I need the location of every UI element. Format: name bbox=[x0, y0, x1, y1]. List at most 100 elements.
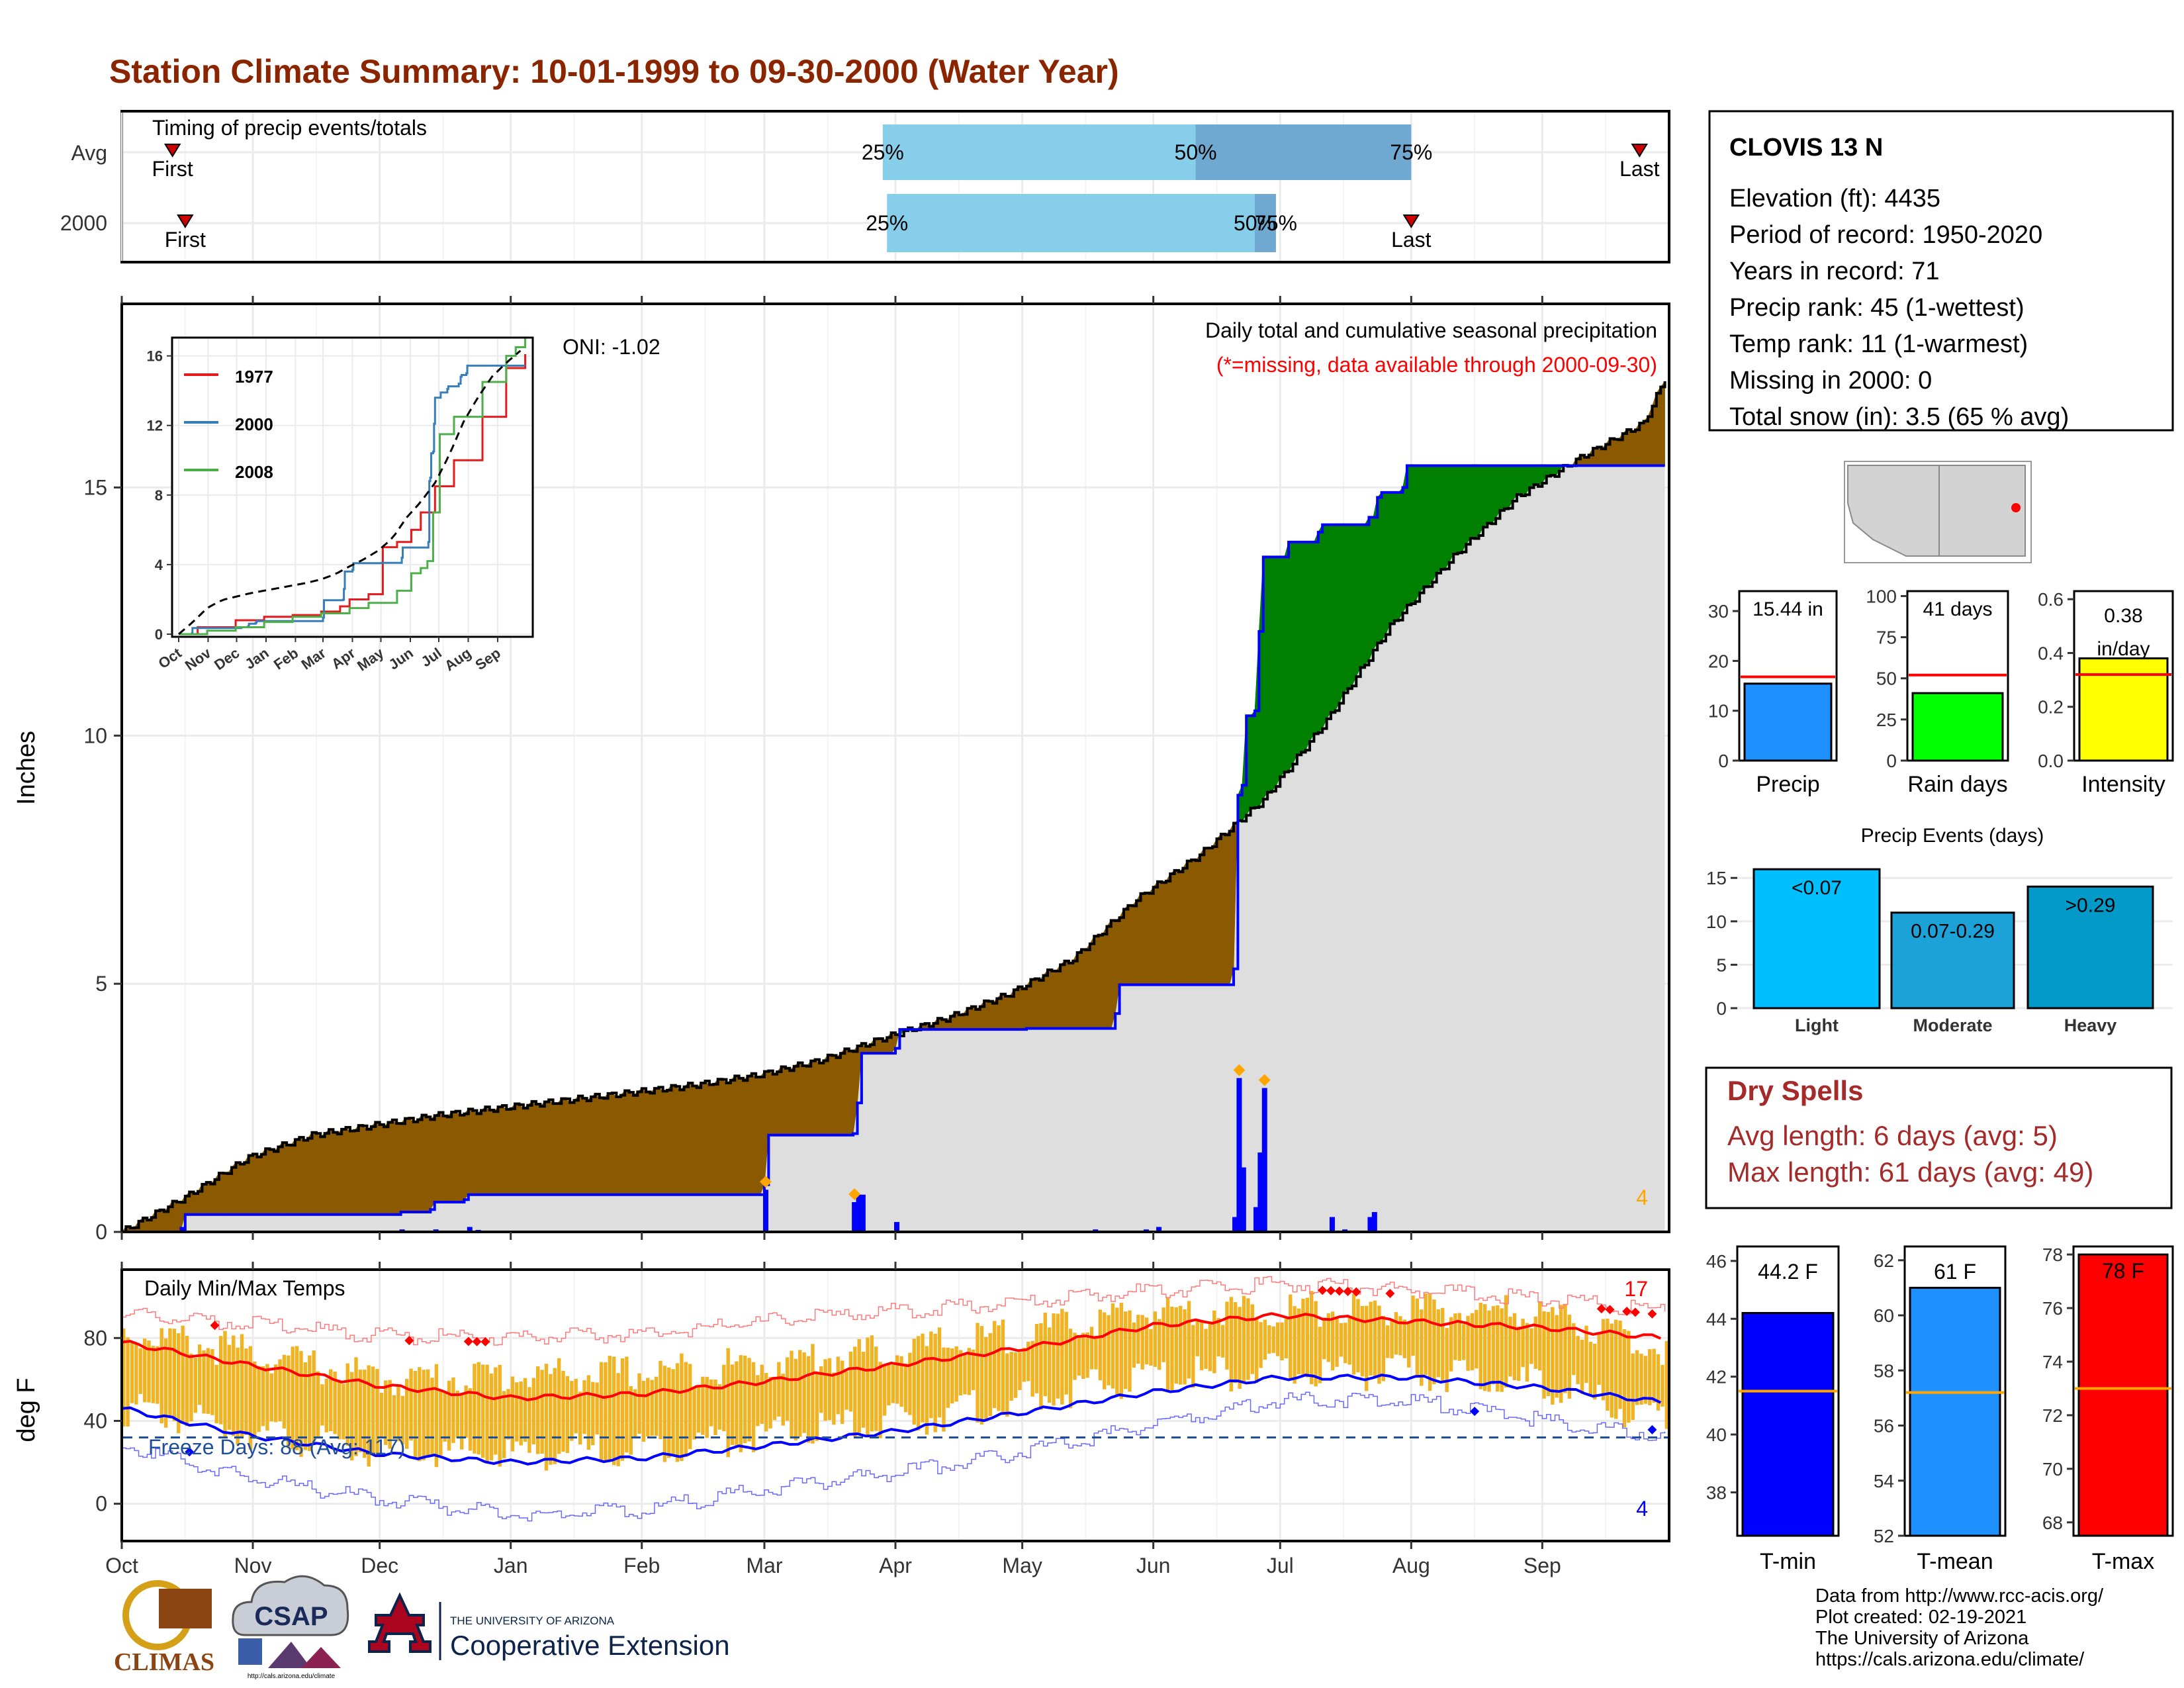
daily-temp-range-bar bbox=[688, 1364, 692, 1450]
daily-temp-range-bar bbox=[1449, 1317, 1453, 1372]
daily-temp-range-bar bbox=[954, 1346, 958, 1402]
timing-last-label: Last bbox=[1391, 228, 1432, 252]
deficit-area bbox=[734, 1075, 739, 1196]
daily-temp-range-bar bbox=[582, 1380, 586, 1434]
daily-temp-range-bar bbox=[1009, 1352, 1013, 1401]
events-bars: <0.07 Light 0.07-0.29 Moderate >0.29 Heavy 0 5 1… bbox=[1706, 861, 2173, 1035]
daily-temp-range-bar bbox=[232, 1335, 236, 1436]
daily-temp-range-bar bbox=[1656, 1354, 1661, 1411]
daily-temp-range-bar bbox=[967, 1348, 971, 1395]
daily-temp-range-bar bbox=[772, 1377, 777, 1421]
temp-summary-value-label: 61 F bbox=[1934, 1260, 1976, 1284]
deficit-area bbox=[608, 1092, 613, 1196]
daily-temp-range-bar bbox=[1335, 1317, 1339, 1367]
deficit-area bbox=[527, 1101, 532, 1196]
surplus-area bbox=[1271, 557, 1277, 792]
daily-temp-range-bar bbox=[324, 1378, 329, 1432]
month-tick-label: Dec bbox=[361, 1554, 398, 1577]
daily-temp-range-bar bbox=[1479, 1302, 1482, 1389]
deficit-area bbox=[367, 1126, 372, 1215]
daily-temp-range-bar bbox=[1360, 1305, 1365, 1377]
deficit-area bbox=[498, 1105, 503, 1196]
daily-temp-range-bar bbox=[536, 1366, 540, 1454]
daily-temp-range-bar bbox=[722, 1364, 726, 1432]
inset-y-tick-label: 8 bbox=[155, 487, 163, 504]
daily-temp-range-bar bbox=[971, 1349, 976, 1391]
precip-y-tick-label: 0 bbox=[95, 1220, 107, 1244]
daily-temp-range-bar bbox=[1420, 1309, 1424, 1386]
daily-temp-range-bar bbox=[730, 1364, 735, 1445]
deficit-area bbox=[523, 1105, 528, 1196]
daily-precip-bar bbox=[1240, 1167, 1246, 1232]
daily-temp-range-bar bbox=[1517, 1326, 1521, 1381]
daily-temp-range-bar bbox=[553, 1368, 557, 1464]
daily-temp-range-bar bbox=[1470, 1313, 1475, 1371]
deficit-area bbox=[679, 1086, 684, 1196]
month-tick-label: May bbox=[1002, 1554, 1042, 1577]
daily-temp-range-bar bbox=[1043, 1313, 1047, 1397]
daily-temp-range-bar bbox=[777, 1362, 781, 1417]
summary-y-tick-label: 10 bbox=[1708, 701, 1729, 722]
daily-precip-bar bbox=[894, 1222, 899, 1232]
daily-temp-range-bar bbox=[1047, 1327, 1052, 1403]
summary-y-tick-label: 0 bbox=[1718, 751, 1729, 771]
daily-temp-range-bar bbox=[937, 1327, 942, 1418]
temp-y-tick-label: 80 bbox=[83, 1326, 107, 1350]
timing-first-label: First bbox=[152, 157, 193, 181]
temp-summary-bar-t-mean bbox=[1909, 1286, 2001, 1537]
daily-temp-range-bar bbox=[1220, 1325, 1225, 1358]
surplus-area bbox=[1339, 524, 1344, 704]
deficit-area bbox=[794, 1062, 799, 1136]
inset-y-tick-label: 12 bbox=[147, 418, 163, 434]
daily-temp-range-bar bbox=[561, 1370, 565, 1452]
deficit-area bbox=[379, 1124, 385, 1215]
surplus-area bbox=[1449, 465, 1454, 563]
daily-temp-range-bar bbox=[1060, 1309, 1064, 1405]
summary-value-label: 41 days bbox=[1923, 598, 1992, 620]
temp-summary-value-label: 44.2 F bbox=[1758, 1260, 1818, 1284]
deficit-area bbox=[1144, 892, 1150, 985]
surplus-area bbox=[1415, 465, 1420, 602]
daily-temp-range-bar bbox=[345, 1363, 349, 1446]
deficit-area bbox=[633, 1091, 638, 1196]
surplus-area bbox=[1482, 465, 1488, 528]
surplus-area bbox=[1297, 541, 1302, 755]
surplus-area bbox=[1390, 492, 1395, 624]
temp-summary-axis-label: T-max bbox=[2092, 1549, 2154, 1574]
daily-temp-range-bar bbox=[654, 1376, 659, 1436]
deficit-area bbox=[692, 1086, 698, 1196]
daily-temp-range-bar bbox=[240, 1334, 244, 1438]
daily-temp-range-bar bbox=[1034, 1324, 1039, 1393]
record-high-marker bbox=[1596, 1304, 1606, 1314]
daily-temp-range-bar bbox=[248, 1346, 253, 1450]
surplus-area bbox=[1284, 541, 1289, 773]
daily-temp-range-bar bbox=[591, 1382, 595, 1446]
daily-temp-range-bar bbox=[1635, 1350, 1639, 1405]
daily-temp-range-bar bbox=[1119, 1302, 1123, 1399]
surplus-area bbox=[1288, 541, 1293, 772]
daily-temp-range-bar bbox=[1365, 1305, 1369, 1391]
surplus-area bbox=[1419, 465, 1424, 594]
deficit-area bbox=[815, 1058, 820, 1136]
daily-temp-range-bar bbox=[1326, 1313, 1330, 1362]
deficit-area bbox=[1052, 970, 1057, 1029]
daily-temp-range-bar bbox=[159, 1328, 163, 1424]
deficit-area bbox=[675, 1086, 680, 1196]
daily-temp-range-bar bbox=[341, 1383, 345, 1440]
deficit-area bbox=[320, 1133, 325, 1215]
deficit-area bbox=[662, 1090, 668, 1196]
daily-temp-range-bar bbox=[861, 1351, 866, 1428]
events-range-label: 0.07-0.29 bbox=[1911, 921, 1995, 943]
surplus-area bbox=[1305, 541, 1310, 751]
surplus-area bbox=[1351, 524, 1357, 686]
daily-temp-range-bar bbox=[126, 1337, 130, 1427]
daily-temp-range-bar bbox=[717, 1384, 722, 1430]
surplus-area bbox=[1394, 492, 1399, 622]
deficit-area bbox=[1208, 846, 1213, 985]
daily-temp-range-bar bbox=[1330, 1311, 1335, 1371]
temp-y-label: deg F bbox=[13, 1378, 40, 1442]
daily-temp-range-bar bbox=[1250, 1304, 1254, 1374]
temp-summary-bars: 38 40 42 44 46 44.2 F T-min 52 54 56 58 60 62 61 F T-m… bbox=[1706, 1244, 2174, 1574]
daily-temp-range-bar bbox=[384, 1380, 388, 1445]
